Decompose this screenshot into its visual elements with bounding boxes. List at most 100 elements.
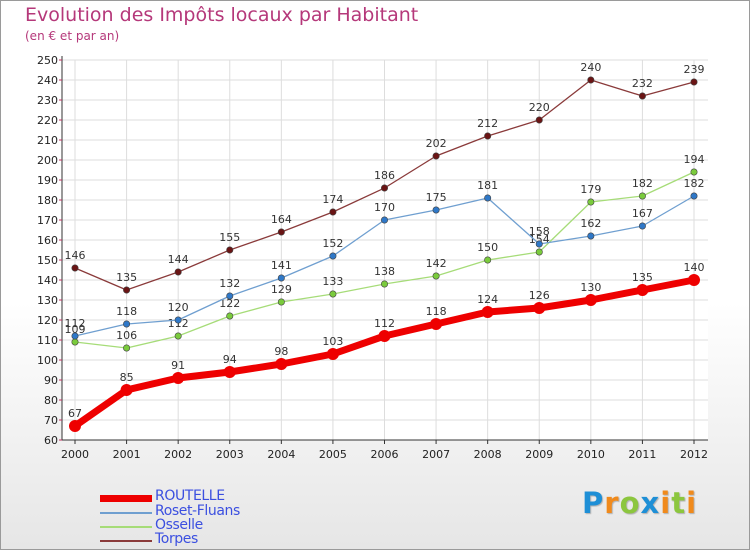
y-tick-label: 130 [37, 294, 58, 307]
data-point [223, 366, 236, 378]
data-label: 112 [65, 317, 86, 330]
legend-swatch [100, 512, 152, 514]
data-label: 135 [116, 271, 137, 284]
data-label: 240 [580, 61, 601, 74]
data-label: 144 [168, 253, 189, 266]
x-tick-label: 2012 [680, 448, 708, 461]
x-tick-label: 2003 [216, 448, 244, 461]
data-label: 103 [322, 335, 343, 348]
data-point [432, 152, 440, 160]
y-tick-label: 240 [37, 74, 58, 87]
x-tick-label: 2007 [422, 448, 450, 461]
data-point [226, 292, 234, 300]
series-osselle: 109106112122129133138142150154179182194 [65, 153, 705, 352]
data-point [277, 228, 285, 236]
chart-subtitle: (en € et par an) [25, 29, 120, 43]
data-label: 141 [271, 259, 292, 272]
data-point [277, 274, 285, 282]
data-point [123, 286, 131, 294]
data-label: 158 [529, 225, 550, 238]
data-point [71, 332, 79, 340]
y-tick-label: 80 [44, 394, 58, 407]
x-tick-label: 2005 [319, 448, 347, 461]
data-label: 167 [632, 207, 653, 220]
x-tick-label: 2009 [525, 448, 553, 461]
data-point [430, 318, 443, 330]
logo-letter: P [582, 486, 605, 520]
data-point [329, 208, 337, 216]
data-label: 132 [219, 277, 240, 290]
series-roset-fluans: 112 118 120 132 141 152 170 175 181 158 162 167 182 [65, 177, 705, 340]
data-label: 133 [322, 275, 343, 288]
data-point [690, 78, 698, 86]
logo-letter: x [640, 486, 661, 520]
y-tick-label: 100 [37, 354, 58, 367]
data-label: 130 [580, 281, 601, 294]
x-tick-label: 2002 [164, 448, 192, 461]
data-label: 120 [168, 301, 189, 314]
chart-title: Evolution des Impôts locaux par Habitant [25, 4, 419, 26]
logo-letter: t [671, 486, 687, 520]
data-point [329, 290, 337, 298]
legend-swatch [100, 540, 152, 542]
data-point [71, 264, 79, 272]
y-tick-label: 230 [37, 94, 58, 107]
data-label: 67 [68, 407, 82, 420]
data-point [226, 246, 234, 254]
data-point [71, 338, 79, 346]
data-point [688, 274, 700, 286]
data-label: 118 [426, 305, 447, 318]
logo-letter: o [619, 486, 641, 520]
data-point [587, 198, 595, 206]
data-point [277, 298, 285, 306]
data-label: 232 [632, 77, 653, 90]
data-label: 126 [529, 289, 550, 302]
data-point [275, 358, 288, 370]
data-label: 179 [580, 183, 601, 196]
x-tick-label: 2001 [113, 448, 141, 461]
y-tick-label: 170 [37, 214, 58, 227]
data-label: 112 [374, 317, 395, 330]
data-point [484, 132, 492, 140]
data-label: 109 [65, 323, 86, 336]
data-point [535, 116, 543, 124]
y-tick-label: 220 [37, 114, 58, 127]
x-tick-label: 2006 [371, 448, 399, 461]
x-tick-label: 2011 [628, 448, 656, 461]
logo-letter: i [686, 486, 698, 520]
y-tick-label: 250 [37, 54, 58, 67]
y-tick-label: 110 [37, 334, 58, 347]
data-point [638, 92, 646, 100]
data-point [123, 344, 131, 352]
data-point [481, 306, 494, 318]
data-point [690, 168, 698, 176]
data-label: 138 [374, 265, 395, 278]
y-tick-label: 190 [37, 174, 58, 187]
data-label: 194 [684, 153, 705, 166]
data-point [378, 330, 391, 342]
data-point [638, 222, 646, 230]
data-point [584, 294, 597, 306]
data-point [638, 192, 646, 200]
legend-swatch [100, 494, 152, 502]
data-point [432, 272, 440, 280]
data-point [484, 256, 492, 264]
data-point [432, 206, 440, 214]
data-label: 174 [322, 193, 343, 206]
series-routelle: 67 85 91 94 98 103 112 118 124 126 130 135 140 [68, 261, 705, 432]
data-point [636, 284, 649, 296]
data-label: 220 [529, 101, 550, 114]
data-point [326, 348, 339, 360]
y-tick-label: 120 [37, 314, 58, 327]
data-label: 118 [116, 305, 137, 318]
data-label: 106 [116, 329, 137, 342]
logo-letter: i [660, 486, 672, 520]
data-label: 142 [426, 257, 447, 270]
legend-label: Roset-Fluans [155, 503, 240, 519]
data-label: 140 [684, 261, 705, 274]
data-point [123, 320, 131, 328]
x-tick-label: 2010 [577, 448, 605, 461]
data-label: 152 [322, 237, 343, 250]
data-label: 162 [580, 217, 601, 230]
data-point [172, 372, 185, 384]
